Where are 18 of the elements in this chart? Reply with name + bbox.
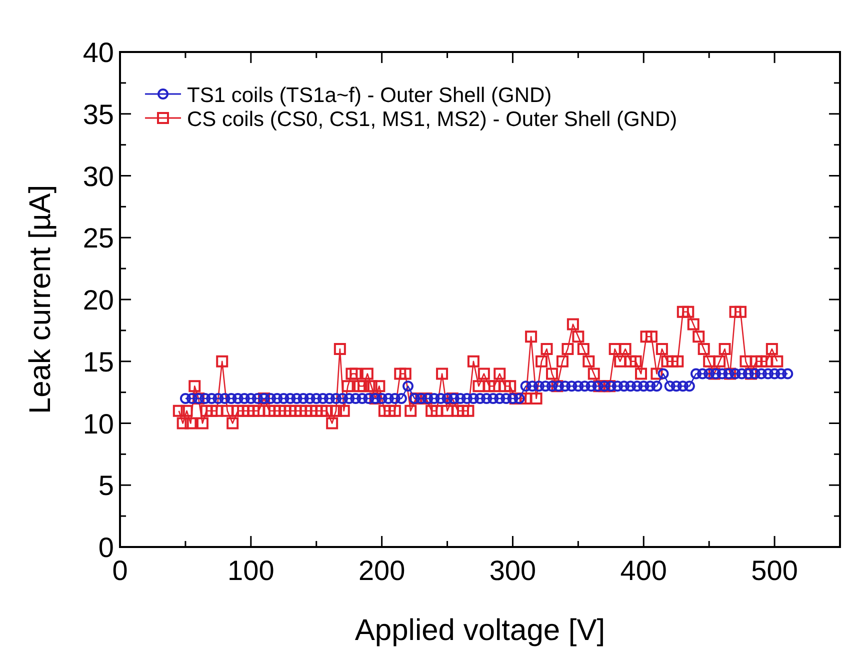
x-tick-label: 400 [620,555,667,586]
y-tick-label: 5 [98,470,114,502]
y-tick-label: 0 [98,532,114,563]
y-tick-label: 10 [82,408,114,440]
y-tick-label: 30 [82,160,114,192]
x-tick-label: 300 [489,555,536,586]
y-tick-label: 35 [82,98,114,130]
y-tick-label: 20 [82,284,114,316]
x-tick-label: 500 [751,555,798,586]
y-tick-label: 15 [82,346,114,378]
y-tick-label: 40 [82,37,114,68]
y-axis-title: Leak current [µA] [24,184,57,414]
x-tick-label: 100 [228,555,274,586]
x-tick-label: 200 [358,555,406,586]
legend-label: CS coils (CS0, CS1, MS1, MS2) - Outer Shell (GND) [187,108,678,131]
legend-label: TS1 coils (TS1a~f) - Outer Shell (GND) [187,84,552,107]
x-axis-title: Applied voltage [V] [354,614,606,647]
y-tick-label: 25 [82,222,114,254]
